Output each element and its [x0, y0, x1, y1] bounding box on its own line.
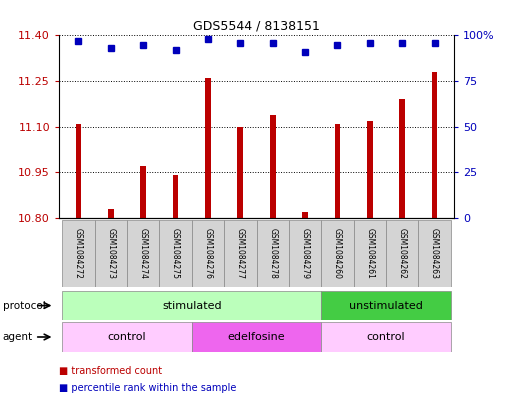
Title: GDS5544 / 8138151: GDS5544 / 8138151: [193, 20, 320, 33]
Bar: [62, 291, 321, 320]
Text: GSM1084279: GSM1084279: [301, 228, 309, 279]
Bar: [62, 220, 94, 287]
Bar: [289, 220, 321, 287]
Bar: [419, 220, 451, 287]
Bar: [205, 78, 211, 218]
Bar: [321, 291, 451, 320]
Bar: [127, 220, 160, 287]
Text: GSM1084274: GSM1084274: [139, 228, 148, 279]
Bar: [386, 220, 419, 287]
Bar: [353, 220, 386, 287]
Bar: [256, 220, 289, 287]
Text: GSM1084276: GSM1084276: [204, 228, 212, 279]
Text: GSM1084263: GSM1084263: [430, 228, 439, 279]
Text: unstimulated: unstimulated: [349, 301, 423, 310]
Bar: [224, 220, 256, 287]
Text: ■ percentile rank within the sample: ■ percentile rank within the sample: [59, 383, 236, 393]
Bar: [94, 220, 127, 287]
Bar: [140, 166, 146, 218]
Bar: [160, 220, 192, 287]
Bar: [75, 124, 82, 218]
Text: control: control: [108, 332, 146, 342]
Text: GSM1084262: GSM1084262: [398, 228, 407, 279]
Text: edelfosine: edelfosine: [228, 332, 285, 342]
Text: GSM1084261: GSM1084261: [365, 228, 374, 279]
Bar: [399, 99, 405, 218]
Text: agent: agent: [3, 332, 33, 342]
Bar: [321, 322, 451, 352]
Bar: [270, 115, 275, 218]
Text: GSM1084275: GSM1084275: [171, 228, 180, 279]
Text: GSM1084260: GSM1084260: [333, 228, 342, 279]
Bar: [173, 176, 179, 218]
Bar: [108, 209, 114, 218]
Text: stimulated: stimulated: [162, 301, 222, 310]
Bar: [367, 121, 373, 218]
Bar: [192, 220, 224, 287]
Text: control: control: [367, 332, 405, 342]
Text: ■ transformed count: ■ transformed count: [59, 366, 162, 376]
Text: GSM1084278: GSM1084278: [268, 228, 277, 279]
Text: GSM1084272: GSM1084272: [74, 228, 83, 279]
Bar: [321, 220, 353, 287]
Bar: [431, 72, 438, 218]
Bar: [334, 124, 340, 218]
Bar: [62, 322, 192, 352]
Bar: [192, 322, 321, 352]
Text: GSM1084277: GSM1084277: [236, 228, 245, 279]
Text: GSM1084273: GSM1084273: [106, 228, 115, 279]
Bar: [238, 127, 243, 218]
Bar: [302, 212, 308, 218]
Text: protocol: protocol: [3, 301, 45, 310]
